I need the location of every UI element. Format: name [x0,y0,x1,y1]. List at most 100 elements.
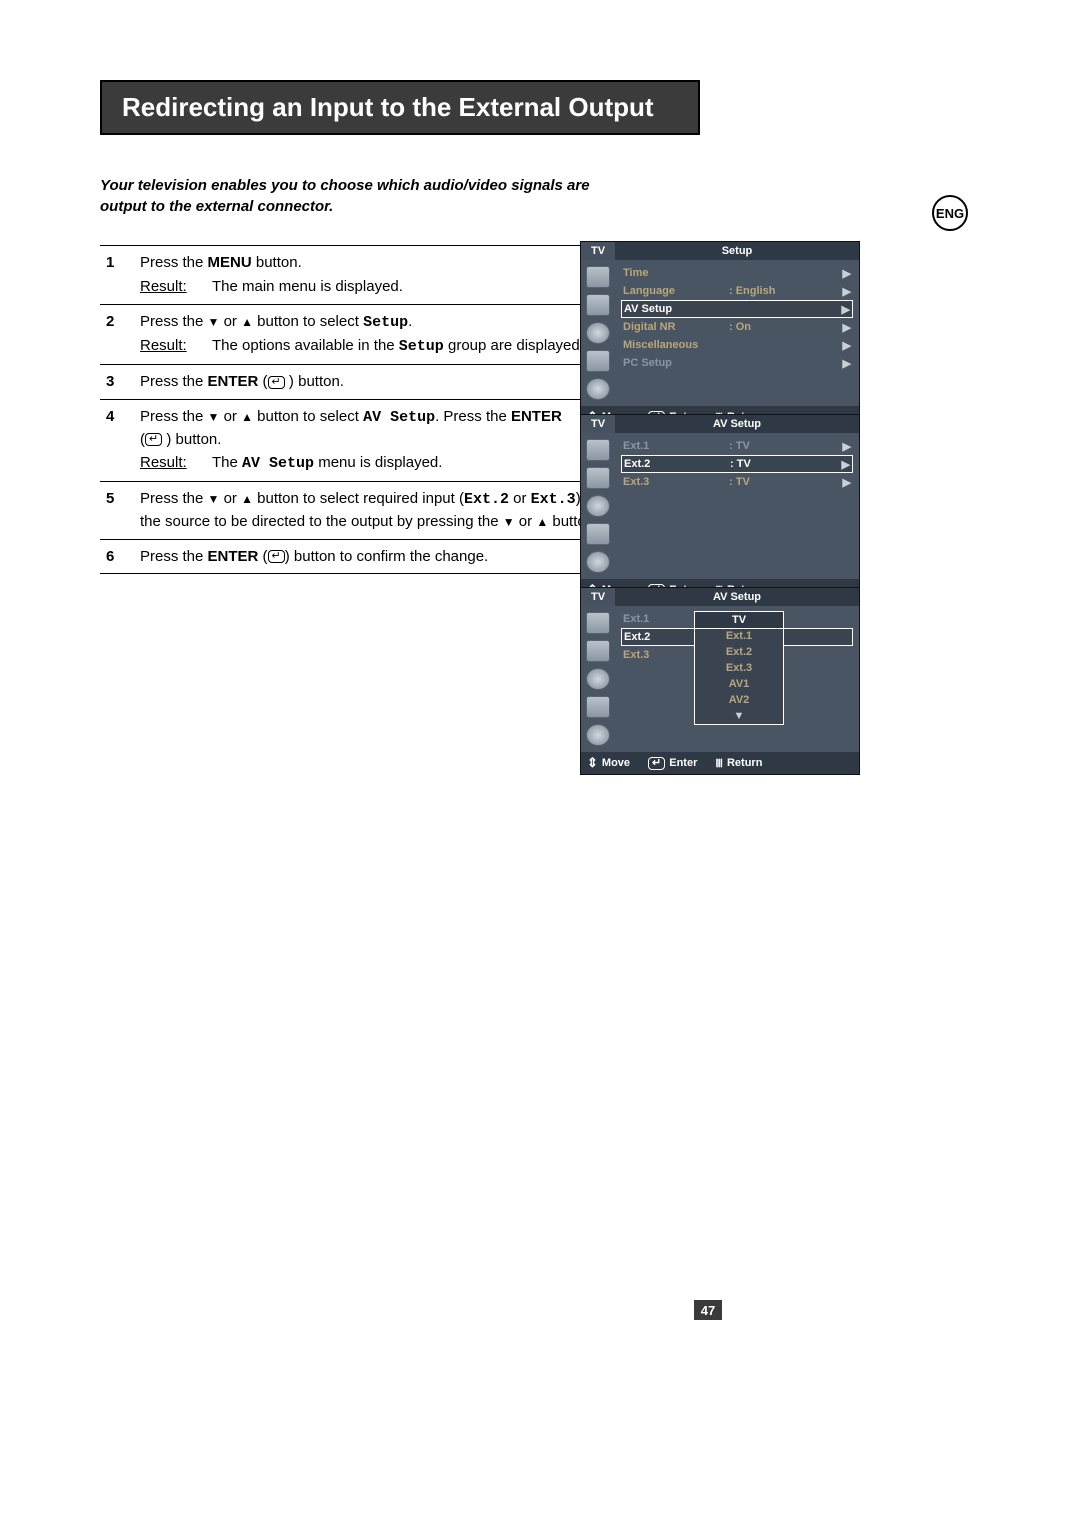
osd-nav-icon [586,350,610,372]
osd-tv-label: TV [581,588,615,606]
osd-row-time: Time▶ [623,264,851,282]
text: . Press the [435,408,511,425]
step-4: 4 Press the or button to select AV Setup… [100,400,640,482]
osd-row-ext1: Ext.1: TV▶ [623,437,851,455]
text: or [219,313,241,330]
step-num: 2 [100,311,140,359]
updown-icon [587,755,598,771]
up-arrow-icon [536,513,548,530]
osd-source-popup: TV Ext.1 Ext.2 Ext.3 AV1 AV2 ▼ [694,611,784,725]
enter-icon [268,550,285,563]
text: ) button to confirm the change. [285,548,488,565]
down-arrow-icon [208,313,220,330]
text: Press the [140,254,208,271]
popup-option-ext1: Ext.1 [695,628,783,644]
text: Press the [140,548,208,565]
text: . [408,313,412,330]
osd-tv-label: TV [581,242,615,260]
osd-nav-icon [586,266,610,288]
intro-text: Your television enables you to choose wh… [100,175,620,217]
osd-nav-icon [586,612,610,634]
osd-icon-column [581,260,615,406]
osd-icon-column [581,433,615,579]
result-label: Result: [140,335,212,358]
step-3: 3 Press the ENTER ( ) button. [100,365,640,400]
osd-nav-icon [586,668,610,690]
step-num: 4 [100,406,140,475]
osd-avsetup: TV AV Setup Ext.1: TV▶ Ext.2: TV▶ Ext.3:… [580,414,860,602]
down-arrow-icon [503,513,515,530]
text: or [219,408,241,425]
step-num: 1 [100,252,140,298]
up-arrow-icon [241,490,253,507]
osd-nav-icon [586,439,610,461]
return-icon: Ⅲ [715,757,723,770]
text: button to select [253,313,363,330]
osd-row-avsetup: AV Setup▶ [621,300,853,318]
osd-nav-icon [586,378,610,400]
menu-word: MENU [208,254,252,271]
step-5: 5 Press the or button to select required… [100,482,640,540]
enter-icon [145,433,162,446]
enter-word: ENTER [208,373,259,390]
osd-row-pcsetup: PC Setup▶ [623,354,851,372]
popup-more-icon: ▼ [695,708,783,724]
osd-row-digitalnr: Digital NR: On▶ [623,318,851,336]
step-num: 3 [100,371,140,393]
result-text: The main menu is displayed. [212,276,640,298]
enter-icon [268,376,285,389]
osd-row-ext3: Ext.3: TV▶ [623,473,851,491]
text: button to select [253,408,363,425]
text: or [509,490,531,507]
osd-nav-icon [586,640,610,662]
enter-word: ENTER [511,408,562,425]
up-arrow-icon [241,408,253,425]
down-arrow-icon [208,490,220,507]
text: Press the [140,490,208,507]
osd-nav-icon [586,523,610,545]
text: ) button. [285,373,344,390]
steps-list: 1 Press the MENU button. Result: The mai… [100,245,640,574]
osd-title: Setup [615,242,859,260]
step-num: 6 [100,546,140,568]
ext2-word: Ext.2 [464,491,509,508]
language-badge: ENG [932,195,968,231]
osd-row-misc: Miscellaneous▶ [623,336,851,354]
text: or [219,490,241,507]
text: Press the [140,408,208,425]
step-2: 2 Press the or button to select Setup. R… [100,305,640,366]
step-1: 1 Press the MENU button. Result: The mai… [100,246,640,305]
osd-nav-icon [586,696,610,718]
osd-nav-icon [586,294,610,316]
popup-option-tv: TV [694,611,784,629]
text: Press the [140,313,208,330]
step-num: 5 [100,488,140,533]
osd-footer: Move Enter ⅢReturn [581,752,859,774]
result-label: Result: [140,452,212,475]
osd-icon-column [581,606,615,752]
page-title: Redirecting an Input to the External Out… [100,80,700,135]
enter-icon [648,757,665,770]
text: ) button. [162,431,221,448]
osd-nav-icon [586,551,610,573]
result-label: Result: [140,276,212,298]
osd-tv-label: TV [581,415,615,433]
osd-nav-icon [586,724,610,746]
osd-row-ext2: Ext.2: TV▶ [621,455,853,473]
step-6: 6 Press the ENTER () button to confirm t… [100,540,640,574]
osd-title: AV Setup [615,415,859,433]
popup-option-av1: AV1 [695,676,783,692]
setup-word: Setup [363,314,408,331]
text: Press the [140,373,208,390]
enter-word: ENTER [208,548,259,565]
avsetup-word: AV Setup [363,409,435,426]
text: ( [258,373,267,390]
text: or [515,513,537,530]
result-text: The AV Setup menu is displayed. [212,452,640,475]
popup-option-ext2: Ext.2 [695,644,783,660]
popup-option-ext3: Ext.3 [695,660,783,676]
text: button. [252,254,302,271]
up-arrow-icon [241,313,253,330]
osd-nav-icon [586,467,610,489]
osd-title: AV Setup [615,588,859,606]
